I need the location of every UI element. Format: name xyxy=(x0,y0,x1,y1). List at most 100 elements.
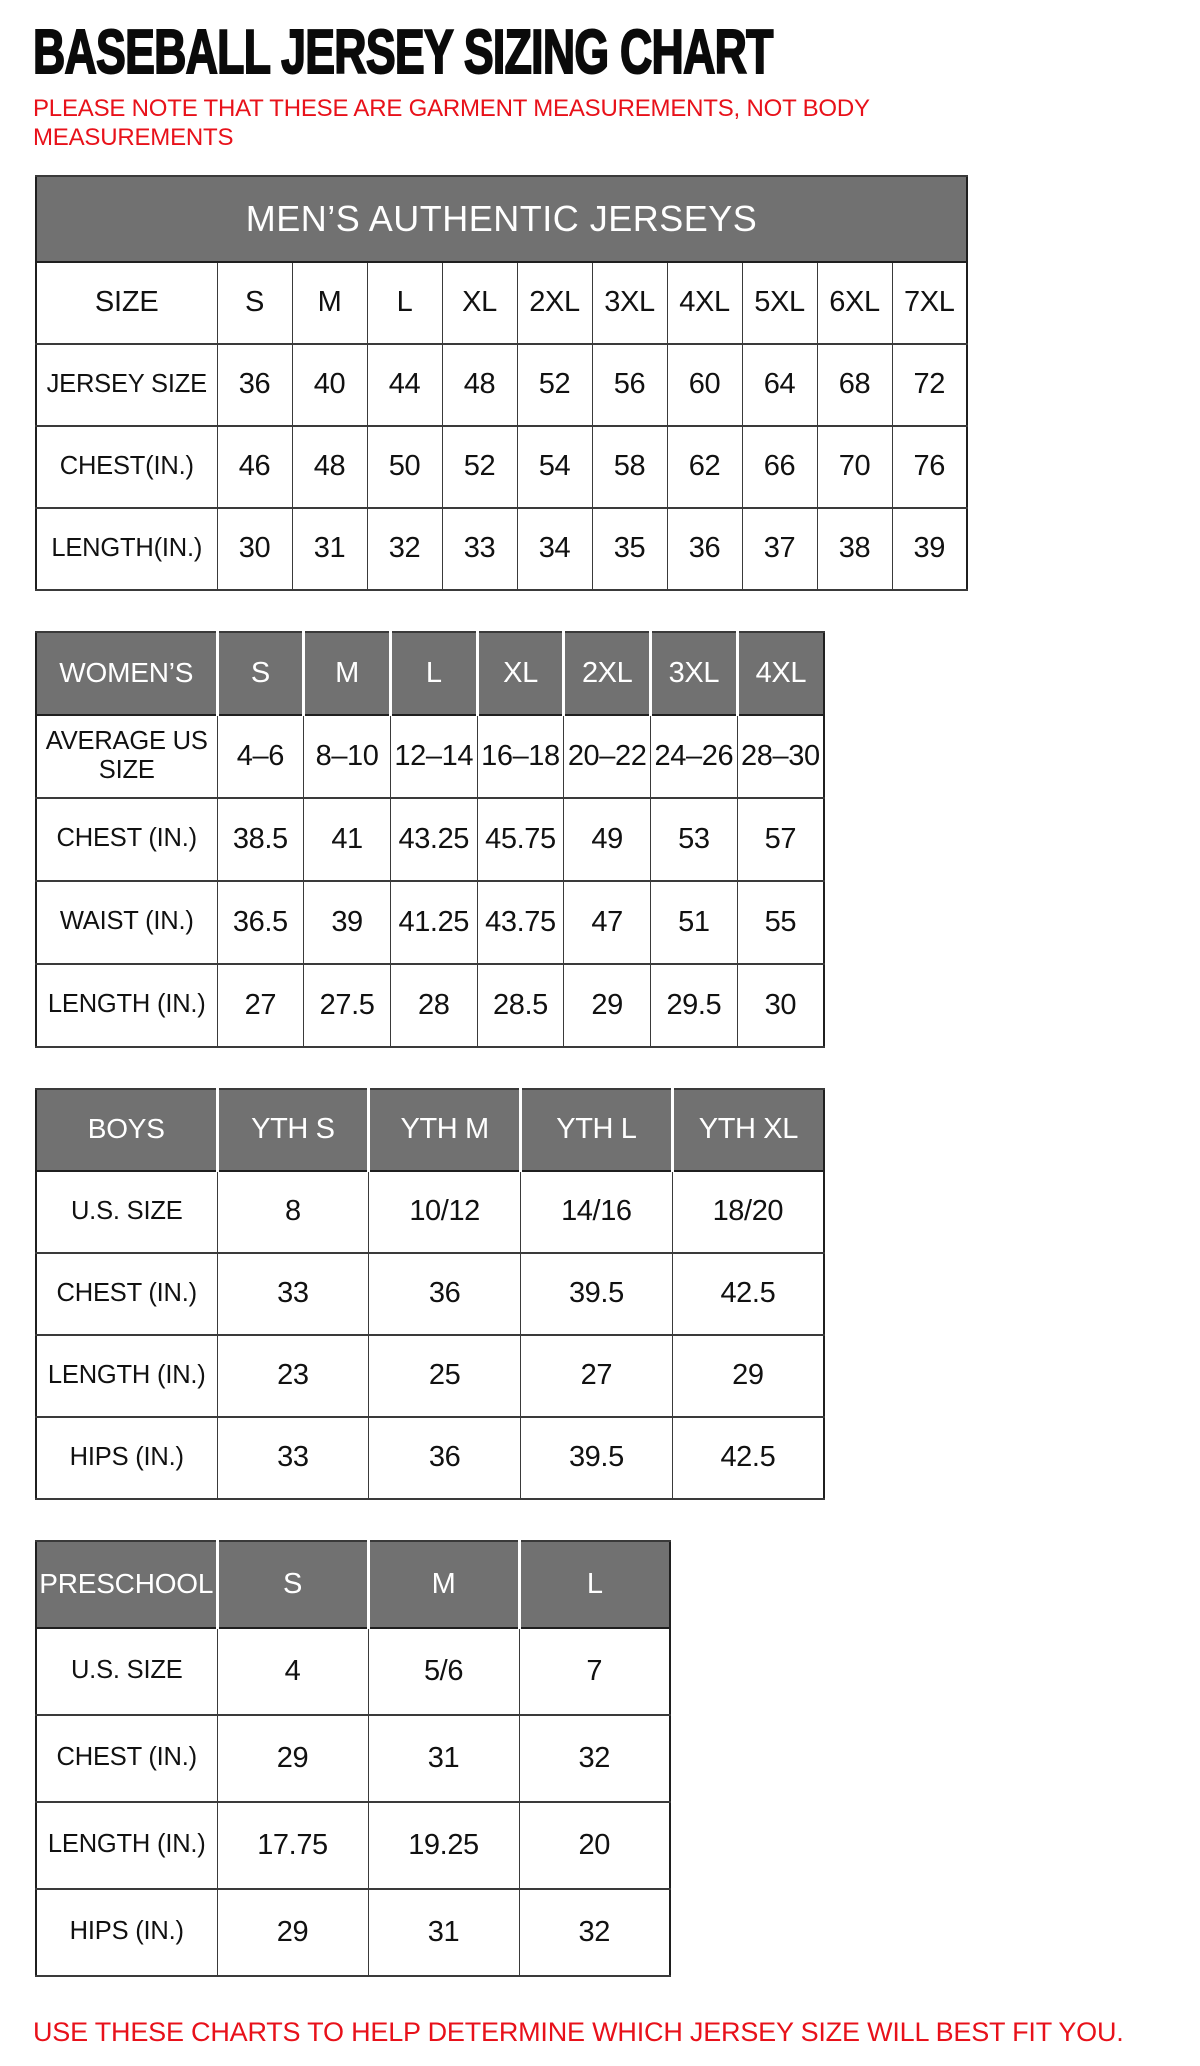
womens-column-header: L xyxy=(389,630,479,716)
mens-value-cell: 37 xyxy=(741,506,818,591)
womens-value-cell: 30 xyxy=(736,962,825,1048)
womens-row-average-us-size: AVERAGE US SIZE 4–6 8–10 12–14 16–18 20–22 24–… xyxy=(35,713,825,799)
womens-value-cell: 27 xyxy=(216,962,305,1048)
boys-row-label: HIPS (IN.) xyxy=(35,1415,218,1500)
mens-value-cell: 64 xyxy=(741,342,818,427)
mens-value-cell: 60 xyxy=(666,342,743,427)
mens-value-cell: 66 xyxy=(741,424,818,509)
boys-value-cell: 14/16 xyxy=(520,1169,673,1254)
mens-row-label: JERSEY SIZE xyxy=(35,342,218,427)
boys-value-cell: 33 xyxy=(216,1251,370,1336)
mens-value-cell: 70 xyxy=(816,424,893,509)
mens-value-cell: 30 xyxy=(216,506,293,591)
boys-header-row: BOYS YTH S YTH M YTH L YTH XL xyxy=(35,1087,825,1172)
womens-value-cell: 49 xyxy=(563,796,652,882)
boys-row-hips-in: HIPS (IN.) 33 36 39.5 42.5 xyxy=(35,1415,825,1500)
boys-column-header: YTH L xyxy=(520,1087,674,1172)
mens-row-chest-in: CHEST(IN.) 46 48 50 52 54 58 62 66 70 76 xyxy=(35,424,968,509)
mens-value-cell: 40 xyxy=(291,342,368,427)
mens-row-length-in: LENGTH(IN.) 30 31 32 33 34 35 36 37 38 39 xyxy=(35,506,968,591)
womens-value-cell: 41 xyxy=(303,796,391,882)
mens-value-cell: 46 xyxy=(216,424,293,509)
womens-column-header: 4XL xyxy=(736,630,825,716)
womens-value-cell: 39 xyxy=(303,879,391,965)
preschool-header-row: PRESCHOOL S M L xyxy=(35,1539,671,1629)
preschool-value-cell: 5/6 xyxy=(367,1626,520,1716)
boys-value-cell: 18/20 xyxy=(671,1169,825,1254)
womens-value-cell: 45.75 xyxy=(476,796,565,882)
womens-value-cell: 27.5 xyxy=(303,962,391,1048)
preschool-sizing-table: PRESCHOOL S M L U.S. SIZE 4 5/6 7 CHEST (IN.) 29 3… xyxy=(35,1539,671,1977)
preschool-value-cell: 31 xyxy=(367,1887,520,1977)
mens-value-cell: 48 xyxy=(291,424,368,509)
page-title: BASEBALL JERSEY SIZING CHART xyxy=(32,18,1170,87)
womens-value-cell: 20–22 xyxy=(563,713,652,799)
preschool-row-label: U.S. SIZE xyxy=(35,1626,218,1716)
womens-row-label: WAIST (IN.) xyxy=(35,879,218,965)
womens-value-cell: 12–14 xyxy=(389,713,478,799)
mens-value-cell: 52 xyxy=(516,342,593,427)
mens-row-label: CHEST(IN.) xyxy=(35,424,218,509)
preschool-row-u-s-size: U.S. SIZE 4 5/6 7 xyxy=(35,1626,671,1716)
mens-header-row: SIZE S M L XL 2XL 3XL 4XL 5XL 6XL 7XL xyxy=(35,260,968,345)
womens-value-cell: 57 xyxy=(736,796,825,882)
womens-value-cell: 43.25 xyxy=(389,796,478,882)
mens-value-cell: 52 xyxy=(441,424,518,509)
womens-row-label: CHEST (IN.) xyxy=(35,796,218,882)
womens-value-cell: 41.25 xyxy=(389,879,478,965)
mens-column-header: 7XL xyxy=(891,260,968,345)
mens-banner-title: MEN’S AUTHENTIC JERSEYS xyxy=(35,174,968,263)
boys-row-u-s-size: U.S. SIZE 8 10/12 14/16 18/20 xyxy=(35,1169,825,1254)
mens-header-label: SIZE xyxy=(35,260,218,345)
preschool-value-cell: 4 xyxy=(216,1626,369,1716)
page-title-text: BASEBALL JERSEY SIZING CHART xyxy=(32,18,774,87)
preschool-row-hips-in: HIPS (IN.) 29 31 32 xyxy=(35,1887,671,1977)
mens-column-header: 6XL xyxy=(816,260,893,345)
womens-column-header: 2XL xyxy=(563,630,653,716)
preschool-column-header: M xyxy=(367,1539,521,1629)
mens-column-header: 5XL xyxy=(741,260,818,345)
womens-value-cell: 55 xyxy=(736,879,825,965)
mens-value-cell: 38 xyxy=(816,506,893,591)
preschool-value-cell: 17.75 xyxy=(216,1800,369,1890)
mens-column-header: XL xyxy=(441,260,518,345)
boys-value-cell: 10/12 xyxy=(368,1169,521,1254)
boys-value-cell: 42.5 xyxy=(671,1415,825,1500)
womens-header-label: WOMEN’S xyxy=(35,630,219,716)
preschool-row-label: HIPS (IN.) xyxy=(35,1887,218,1977)
mens-row-label: LENGTH(IN.) xyxy=(35,506,218,591)
preschool-value-cell: 29 xyxy=(216,1713,369,1803)
womens-value-cell: 53 xyxy=(650,796,738,882)
womens-row-label: AVERAGE US SIZE xyxy=(35,713,218,799)
mens-value-cell: 50 xyxy=(366,424,443,509)
womens-row-waist-in: WAIST (IN.) 36.5 39 41.25 43.75 47 51 55 xyxy=(35,879,825,965)
womens-column-header: M xyxy=(303,630,392,716)
womens-value-cell: 28 xyxy=(389,962,478,1048)
boys-value-cell: 42.5 xyxy=(671,1251,825,1336)
womens-value-cell: 28–30 xyxy=(736,713,825,799)
boys-header-label: BOYS xyxy=(35,1087,219,1172)
footer-note: USE THESE CHARTS TO HELP DETERMINE WHICH… xyxy=(33,2016,1124,2047)
mens-value-cell: 68 xyxy=(816,342,893,427)
womens-value-cell: 4–6 xyxy=(216,713,305,799)
mens-value-cell: 31 xyxy=(291,506,368,591)
mens-column-header: 2XL xyxy=(516,260,593,345)
preschool-value-cell: 7 xyxy=(518,1626,671,1716)
preschool-column-header: S xyxy=(216,1539,370,1629)
boys-value-cell: 39.5 xyxy=(520,1415,673,1500)
mens-column-header: M xyxy=(291,260,368,345)
boys-value-cell: 36 xyxy=(368,1415,521,1500)
mens-value-cell: 39 xyxy=(891,506,968,591)
mens-value-cell: 32 xyxy=(366,506,443,591)
garment-measurement-note: PLEASE NOTE THAT THESE ARE GARMENT MEASU… xyxy=(33,95,870,152)
womens-row-length-in: LENGTH (IN.) 27 27.5 28 28.5 29 29.5 30 xyxy=(35,962,825,1048)
boys-value-cell: 8 xyxy=(216,1169,370,1254)
preschool-value-cell: 32 xyxy=(518,1713,671,1803)
mens-column-header: 3XL xyxy=(591,260,668,345)
mens-value-cell: 33 xyxy=(441,506,518,591)
boys-row-length-in: LENGTH (IN.) 23 25 27 29 xyxy=(35,1333,825,1418)
womens-value-cell: 38.5 xyxy=(216,796,305,882)
preschool-value-cell: 32 xyxy=(518,1887,671,1977)
preschool-row-label: LENGTH (IN.) xyxy=(35,1800,218,1890)
